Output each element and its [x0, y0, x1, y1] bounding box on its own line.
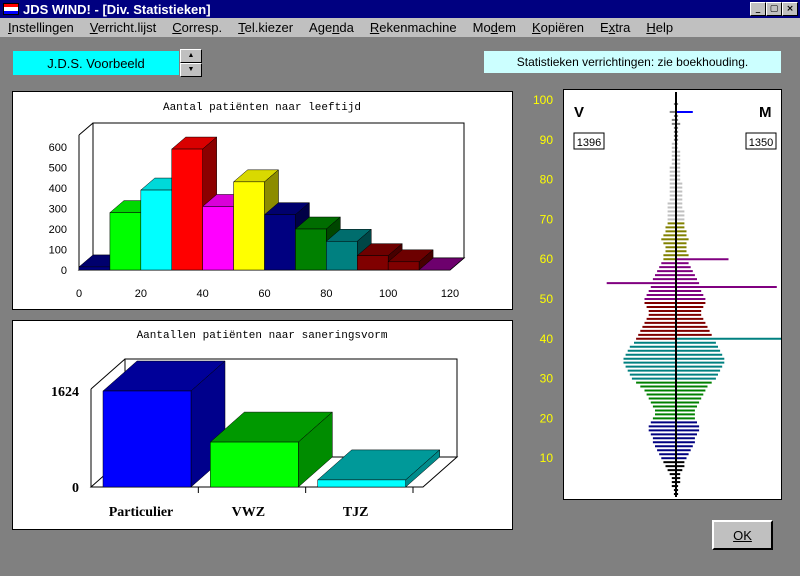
x-tick-label: 60 — [258, 288, 270, 300]
bar-front — [202, 206, 234, 271]
menu-item-rekenmachine[interactable]: Rekenmachine — [369, 20, 457, 35]
bar-side — [449, 257, 465, 271]
y-tick-label: 20 — [540, 411, 554, 425]
y-tick-label: 80 — [540, 173, 554, 187]
menu-item-telkiezer[interactable]: Tel.kiezer — [238, 20, 294, 35]
female-total-box — [573, 132, 605, 150]
menu-item-corresp[interactable]: Corresp. — [172, 20, 223, 35]
population-pyramid: V M 1396 1350 — [573, 92, 781, 497]
x-tick-label: VWZ — [232, 505, 265, 520]
y-tick-label: 1624 — [51, 385, 79, 400]
bar-front — [357, 255, 389, 271]
bar-front — [109, 212, 142, 271]
menu-item-agenda[interactable]: Agenda — [309, 20, 354, 35]
bar-front — [326, 241, 358, 271]
app-flag-icon — [3, 3, 19, 15]
x-tick-label: 120 — [441, 288, 459, 300]
menu-item-modem[interactable]: Modem — [472, 20, 516, 35]
x-tick-label: 80 — [320, 288, 332, 300]
y-tick-label: 50 — [540, 292, 554, 306]
y-tick-label: 30 — [540, 372, 554, 386]
bar-front — [264, 214, 296, 271]
female-label: V — [574, 104, 584, 121]
pyramid-y-axis: 10 20 30 40 50 60 70 80 90 100 — [533, 93, 554, 465]
y-tick-label: 600 — [49, 142, 67, 154]
close-button[interactable]: × — [782, 2, 798, 16]
x-tick-label: 40 — [197, 288, 209, 300]
ok-button[interactable]: OK — [712, 520, 773, 550]
y-tick-label: 100 — [533, 93, 553, 107]
y-tick-label: 40 — [540, 332, 554, 346]
y-tick-label: 100 — [49, 245, 67, 257]
y-axis-depth-line — [78, 122, 94, 136]
spin-up-icon[interactable]: ▲ — [180, 49, 202, 63]
bar-tjz — [317, 449, 441, 488]
bar-front — [140, 189, 173, 271]
bar-100 — [387, 249, 434, 271]
bar-front — [102, 390, 192, 488]
menu-item-extra[interactable]: Extra — [600, 20, 631, 35]
y-tick-label: 60 — [540, 252, 554, 266]
y-tick-label: 500 — [49, 163, 67, 175]
menu-item-instellingen[interactable]: Instellingen — [8, 20, 74, 35]
status-message: Statistieken verrichtingen: zie boekhoud… — [483, 50, 782, 74]
male-label: M — [759, 104, 772, 121]
menu-item-help[interactable]: Help — [646, 20, 674, 35]
chart-title: Aantallen patiënten naar saneringsvorm — [137, 330, 388, 342]
sanering-bar-chart-panel: Aantallen patiënten naar saneringsvorm 0 1… — [12, 320, 513, 530]
age-bar-chart-panel: Aantal patiënten naar leeftijd 0 100 200 300… — [12, 91, 513, 310]
restore-button[interactable]: ▢ — [766, 2, 782, 16]
x-tick-label: 0 — [76, 288, 82, 300]
bar-front — [171, 148, 203, 271]
y-axis-depth-line — [90, 358, 126, 390]
y-tick-label: 200 — [49, 224, 67, 236]
x-tick-label: TJZ — [343, 505, 369, 520]
bar-particulier — [102, 360, 226, 488]
bar-front — [233, 181, 265, 271]
female-total: 1396 — [577, 137, 601, 149]
bar-front — [78, 266, 111, 271]
ok-button-label: OK — [733, 527, 752, 543]
practice-selector[interactable]: J.D.S. Voorbeeld ▲ ▼ — [12, 49, 202, 77]
population-pyramid-panel: V M 1396 1350 — [563, 89, 782, 500]
minimize-button[interactable]: _ — [750, 2, 766, 16]
y-tick-label: 90 — [540, 133, 554, 147]
x-tick-label: 20 — [135, 288, 147, 300]
y-tick-label: 400 — [49, 183, 67, 195]
sanering-bar-chart: Aantallen patiënten naar saneringsvorm 0 1… — [51, 330, 459, 520]
y-tick-label: 10 — [540, 451, 554, 465]
y-tick-label: 0 — [61, 265, 67, 277]
male-total-box — [745, 132, 777, 150]
practice-select-value[interactable]: J.D.S. Voorbeeld — [12, 50, 180, 76]
x-tick-label: Particulier — [109, 505, 174, 520]
y-tick-label: 300 — [49, 204, 67, 216]
y-tick-label: 0 — [72, 481, 79, 496]
menu-item-kopiren[interactable]: Kopiëren — [531, 20, 585, 35]
age-bar-chart: Aantal patiënten naar leeftijd0100200300… — [49, 102, 466, 300]
y-tick-label: 70 — [540, 212, 554, 226]
spin-down-icon[interactable]: ▼ — [180, 63, 202, 77]
male-total: 1350 — [749, 137, 773, 149]
chart-title: Aantal patiënten naar leeftijd — [163, 102, 361, 114]
bar-110 — [418, 257, 465, 271]
window-title: JDS WIND! - [Div. Statistieken] — [23, 1, 211, 17]
x-tick-label: 100 — [379, 288, 397, 300]
bar-front — [295, 228, 327, 271]
bar-front — [317, 479, 406, 488]
bar-front — [387, 261, 420, 271]
title-bar: JDS WIND! - [Div. Statistieken] _ ▢ × — [0, 0, 800, 18]
menu-item-verrichtlijst[interactable]: Verricht.lijst — [89, 20, 157, 35]
menu-bar: Instellingen Verricht.lijst Corresp. Tel.ki… — [0, 18, 800, 37]
bar-vwz — [209, 411, 334, 488]
bar-front — [210, 441, 299, 488]
